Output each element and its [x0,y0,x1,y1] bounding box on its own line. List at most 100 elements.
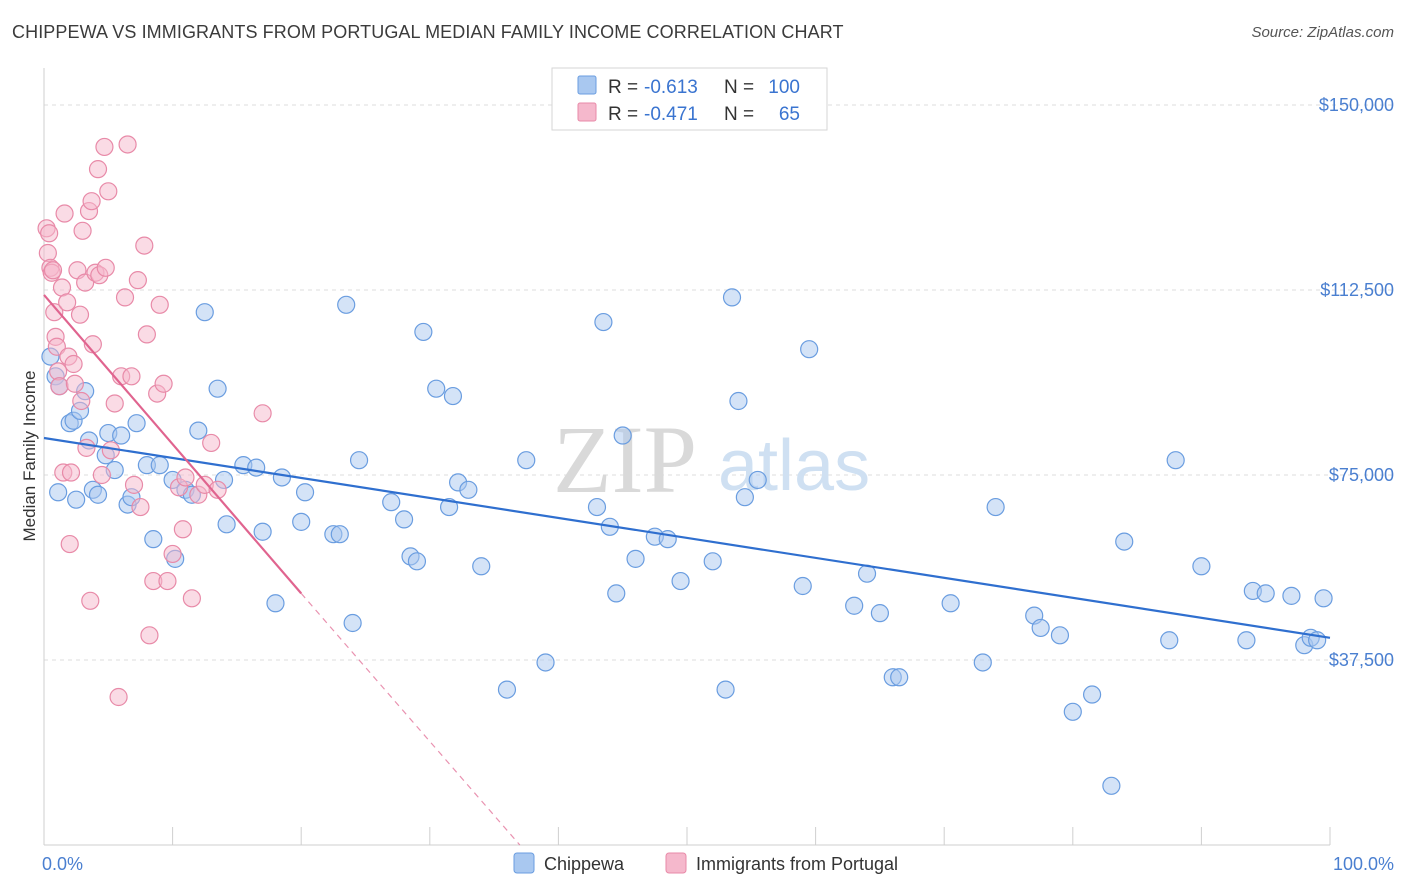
point-portugal [163,544,182,564]
point-portugal [135,236,154,255]
data-points [37,135,1333,795]
y-tick-labels: $37,500 $75,000 $112,500 $150,000 [1319,95,1394,670]
point-chippewa [217,515,236,534]
point-chippewa [427,379,446,398]
point-chippewa [414,322,433,342]
point-chippewa [986,497,1005,517]
series-legend-label-portugal: Immigrants from Portugal [696,854,898,874]
point-portugal [70,305,90,324]
point-portugal [61,463,81,482]
point-chippewa [295,483,315,502]
point-chippewa [735,488,754,507]
point-portugal [92,465,111,485]
point-chippewa [272,468,292,487]
y-axis-label: Median Family Income [20,370,39,541]
point-chippewa [1031,618,1050,638]
point-chippewa [330,525,349,544]
point-chippewa [472,557,491,576]
point-chippewa [394,510,414,529]
point-chippewa [112,426,131,445]
point-chippewa [517,451,536,470]
x-tick-labels: 0.0% 100.0% [42,854,1394,874]
point-portugal [65,374,84,393]
point-chippewa [536,653,555,672]
y-tick-label: $150,000 [1319,95,1394,115]
point-chippewa [266,594,285,613]
point-portugal [176,468,195,487]
point-portugal [50,377,69,396]
series-legend-swatch-chippewa [513,852,535,874]
point-chippewa [189,421,208,440]
point-chippewa [941,594,960,613]
point-chippewa [337,295,356,314]
point-chippewa [1102,776,1121,795]
point-portugal [122,367,141,386]
point-chippewa [890,668,909,687]
point-portugal [109,687,128,707]
point-chippewa [1160,631,1179,650]
legend-swatch-portugal [577,102,597,122]
point-chippewa [594,312,613,332]
point-portugal [253,404,272,423]
point-portugal [40,224,59,243]
point-chippewa [49,483,68,502]
point-chippewa [729,391,748,411]
point-portugal [55,204,74,223]
point-chippewa [208,379,227,398]
point-portugal [47,337,66,356]
point-chippewa [144,530,163,549]
point-chippewa [613,426,632,445]
point-chippewa [349,451,369,470]
point-chippewa [845,596,864,615]
point-chippewa [459,480,478,499]
point-portugal [118,135,137,154]
point-chippewa [382,493,401,512]
point-chippewa [1237,631,1256,650]
point-chippewa [793,576,812,596]
point-portugal [158,571,177,591]
point-portugal [64,354,83,374]
chart-title: CHIPPEWA VS IMMIGRANTS FROM PORTUGAL MED… [12,22,844,42]
watermark: ZIP atlas [553,406,870,513]
point-portugal [115,288,135,307]
point-chippewa [127,414,146,433]
stats-legend-box [551,67,828,131]
y-tick-label: $75,000 [1329,465,1394,485]
series-legend-label-chippewa: Chippewa [544,854,625,874]
point-chippewa [1050,626,1070,645]
grid-lines [44,104,1395,661]
point-chippewa [67,490,86,509]
point-chippewa [195,303,214,322]
point-portugal [182,589,201,608]
point-chippewa [587,497,607,517]
point-chippewa [716,680,735,699]
point-chippewa [497,680,517,699]
point-portugal [95,137,114,157]
point-chippewa [1166,451,1185,470]
source-credit: Source: ZipAtlas.com [1251,24,1394,41]
point-portugal [81,591,100,610]
point-portugal [45,303,64,322]
point-portugal [72,391,91,411]
point-chippewa [722,288,742,307]
legend-n-label-2: N = [724,104,754,125]
point-portugal [131,497,150,517]
point-chippewa [343,613,362,633]
point-chippewa [292,512,311,531]
point-chippewa [407,552,427,571]
point-portugal [60,534,79,554]
point-portugal [88,160,108,179]
point-chippewa [1282,586,1301,605]
legend-r-label-1: R = [608,77,638,98]
trend-extension-portugal [300,593,521,846]
point-chippewa [703,552,722,571]
legend-r-value-1: -0.613 [644,77,698,98]
point-portugal [128,271,147,290]
legend-n-value-1: 100 [768,77,800,98]
point-chippewa [1063,702,1082,721]
point-portugal [73,221,92,240]
trend-line-chippewa [43,436,1331,639]
point-portugal [105,394,124,413]
point-chippewa [800,340,819,359]
point-chippewa [1314,589,1333,608]
